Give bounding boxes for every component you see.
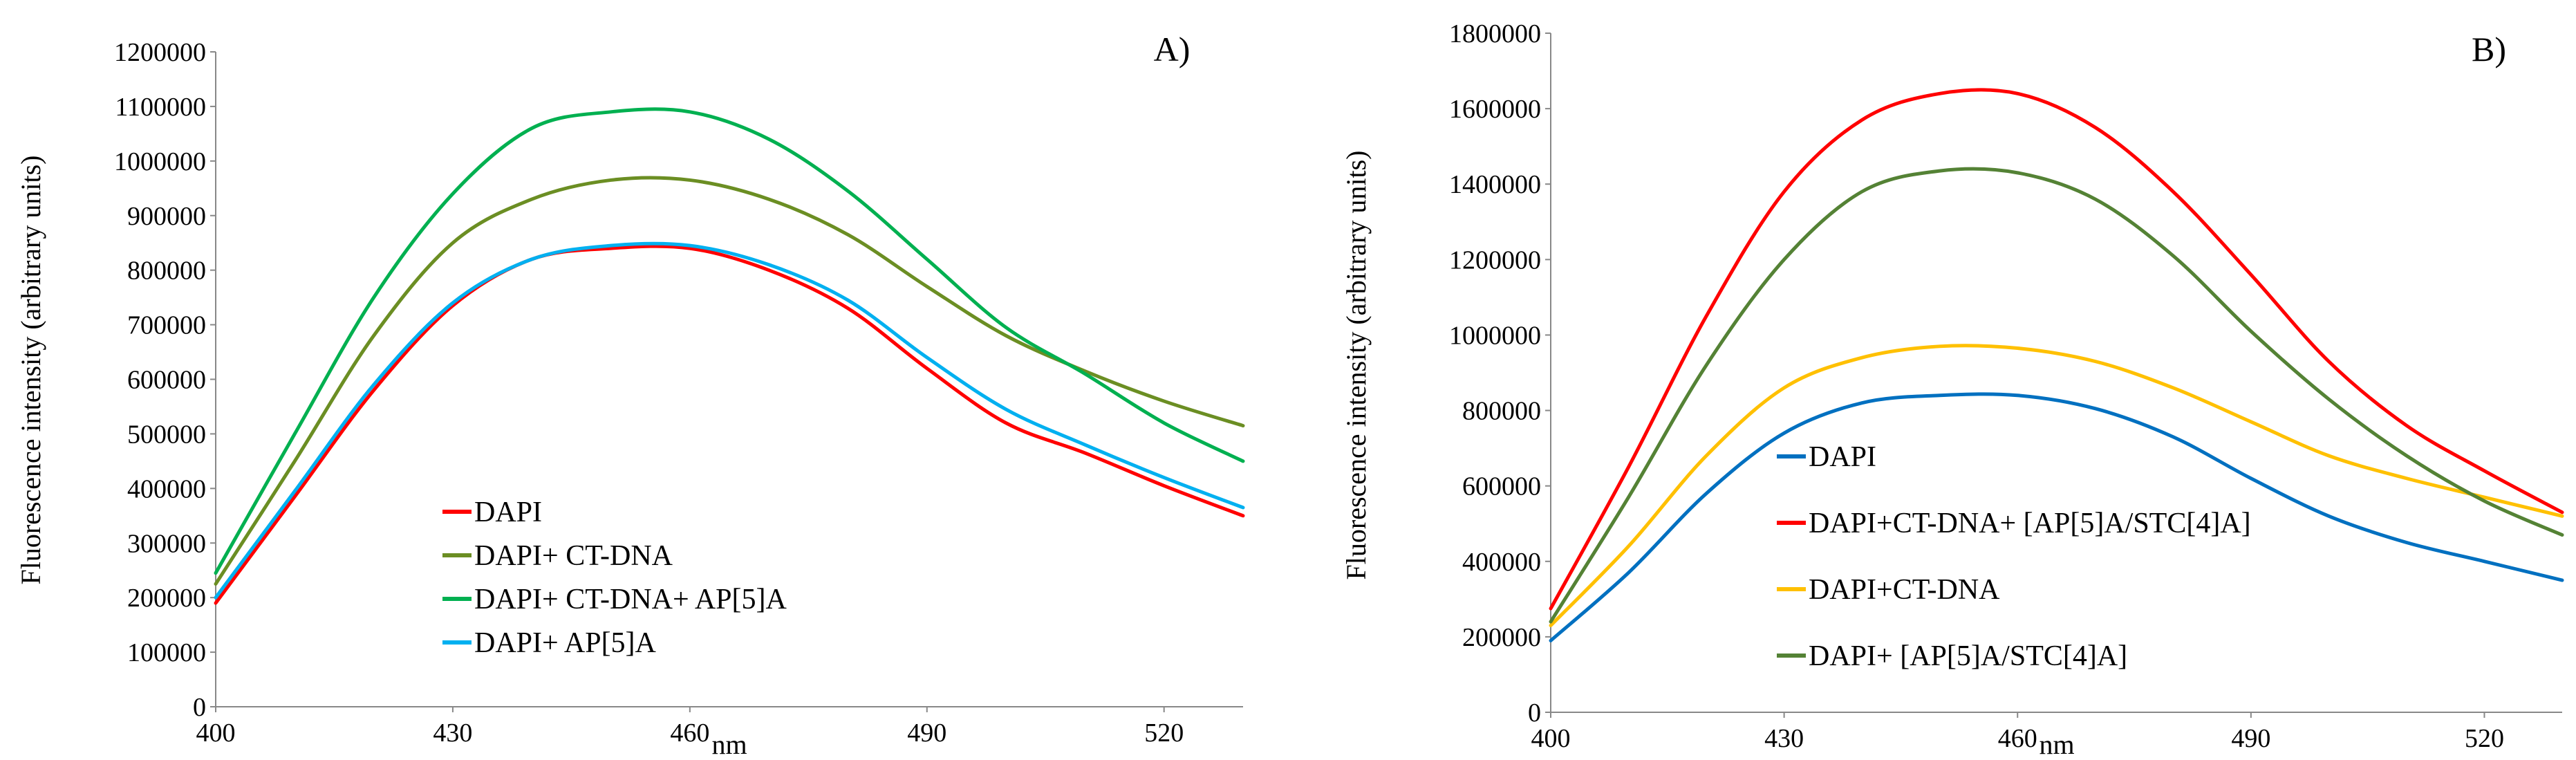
x-tick-labels-a: 400 430 460 490 520 [196,707,1184,748]
legend-b: DAPI DAPI+CT-DNA+ [AP[5]A/STC[4]A] DAPI+CT… [1777,441,2251,672]
x-tick-label: 400 [196,719,236,748]
y-tick-label: 100000 [127,638,206,667]
x-tick-label: 460 [1998,724,2037,753]
y-tick-label: 1000000 [1449,321,1541,350]
series-lines-b [1549,88,2564,642]
y-tick-labels-a: 0 100000 200000 300000 400000 500000 600000 700… [114,38,216,722]
y-tick-label: 400000 [1462,548,1541,577]
x-tick-label: 520 [2465,724,2504,753]
x-tick-labels-b: 400 430 460 490 520 [1531,712,2504,753]
y-tick-label: 200000 [127,584,206,613]
x-tick-label: 460 [670,719,709,748]
panel-label-a: A) [1154,30,1191,68]
series-line-1 [214,176,1245,586]
x-axis-label-b: nm [2039,729,2074,760]
y-tick-label: 300000 [127,529,206,558]
y-tick-label: 1600000 [1449,95,1541,124]
y-tick-label: 1100000 [115,93,206,122]
series-line-1 [1549,88,2564,611]
y-tick-label: 0 [193,693,206,722]
y-tick-label: 400000 [127,474,206,503]
legend-label: DAPI+ CT-DNA+ AP[5]A [474,584,787,615]
legend-a: DAPI DAPI+ CT-DNA DAPI+ CT-DNA+ AP[5]A DAPI… [442,497,787,659]
x-axis-label-a: nm [711,729,747,760]
y-tick-label: 800000 [1462,397,1541,426]
series-line-0 [1549,392,2564,642]
series-line-3 [1549,167,2564,624]
legend-label: DAPI [1809,441,1876,473]
chart-panel-b: Fluorescence intensity (arbitrary units)… [1341,19,2564,760]
x-tick-label: 430 [433,719,472,748]
y-tick-label: 1000000 [114,147,206,176]
y-tick-label: 600000 [1462,472,1541,501]
y-tick-label: 200000 [1462,623,1541,652]
legend-label: DAPI+ CT-DNA [474,540,673,572]
x-tick-label: 490 [2231,724,2270,753]
series-line-3 [214,241,1245,600]
y-axis-label-b: Fluorescence intensity (arbitrary units) [1341,151,1372,580]
series-line-2 [214,107,1245,575]
series-line-2 [1549,344,2564,628]
y-tick-label: 1400000 [1449,170,1541,199]
y-tick-label: 700000 [127,311,206,340]
x-tick-label: 400 [1531,724,1571,753]
legend-label: DAPI+CT-DNA [1809,574,2000,606]
panel-label-b: B) [2472,30,2506,68]
y-tick-label: 0 [1528,698,1541,727]
legend-label: DAPI [474,497,542,528]
chart-panel-a: Fluorescence intensity (arbitrary units)… [15,30,1245,760]
y-tick-label: 800000 [127,257,206,286]
series-lines-a [214,107,1245,605]
y-axis-label-a: Fluorescence intensity (arbitrary units) [15,156,46,585]
x-tick-label: 430 [1764,724,1804,753]
y-tick-label: 1200000 [114,38,206,67]
y-tick-label: 1800000 [1449,19,1541,48]
series-line-0 [214,244,1245,605]
y-tick-label: 600000 [127,366,206,395]
x-tick-label: 490 [907,719,946,748]
y-tick-label: 1200000 [1449,245,1541,275]
x-tick-label: 520 [1144,719,1184,748]
legend-label: DAPI+ AP[5]A [474,627,657,659]
legend-label: DAPI+ [AP[5]A/STC[4]A] [1809,640,2127,672]
legend-label: DAPI+CT-DNA+ [AP[5]A/STC[4]A] [1809,508,2251,539]
y-tick-labels-b: 0 200000 400000 600000 800000 1000000 1200000 1… [1449,19,1551,727]
y-tick-label: 900000 [127,202,206,231]
y-tick-label: 500000 [127,420,206,449]
